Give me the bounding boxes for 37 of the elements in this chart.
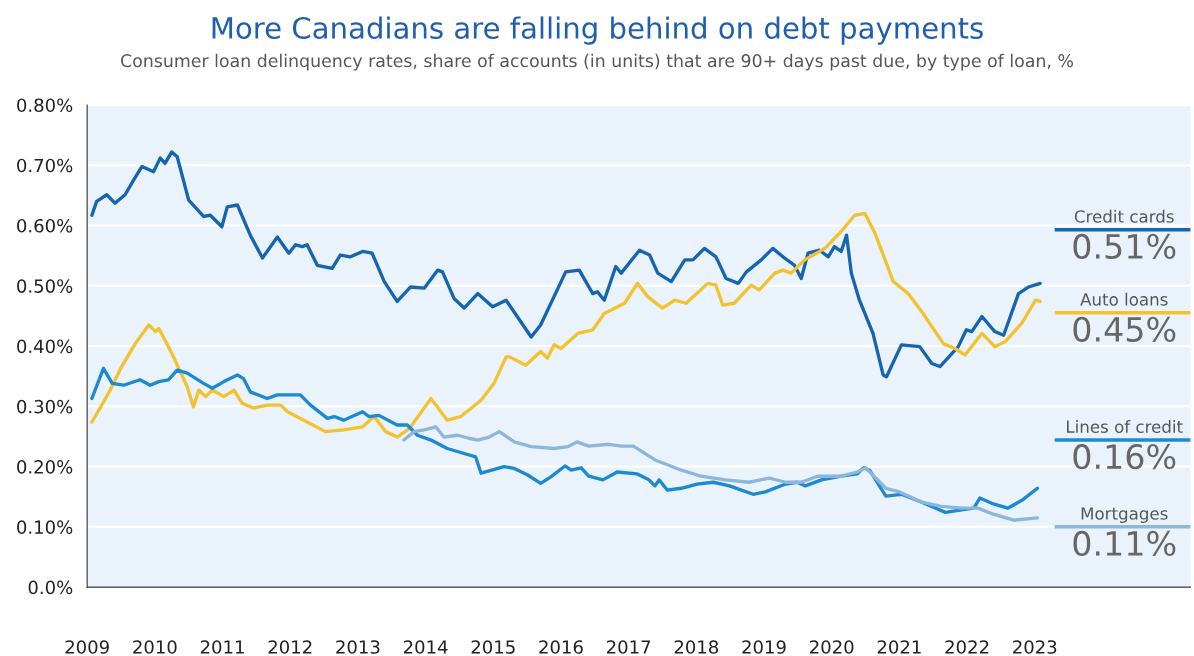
- x-tick-label: 2019: [742, 640, 786, 654]
- line-series: [90, 150, 1042, 379]
- annotation: 0.11%: [1073, 530, 1176, 557]
- line-series: [90, 211, 1042, 439]
- y-tick-label: 0.10%: [17, 520, 73, 534]
- x-tick-label: 2021: [877, 640, 921, 654]
- text: Mortgages: [1081, 507, 1168, 523]
- text: Lines of credit: [1067, 420, 1183, 433]
- line-series: [402, 425, 1040, 522]
- annotation: 0.45%: [1073, 316, 1176, 342]
- y-tick-label: 0.80%: [17, 98, 73, 113]
- x-tick-label: 2014: [403, 640, 448, 654]
- y-tick-label: 0.0%: [28, 580, 73, 595]
- y-tick-label: 0.40%: [17, 339, 73, 354]
- y-tick-label: 0.60%: [17, 218, 73, 233]
- x-tick-label: 2010: [133, 640, 177, 654]
- chart-title: More Canadians are falling behind on debt payments: [212, 16, 983, 45]
- y-tick-label: 0.50%: [17, 279, 73, 293]
- x-tick-label: 2018: [674, 640, 719, 654]
- chart-subtitle: Consumer loan delinquency rates, share of accounts (in units) that are 90+ days past due, by type of loan, %: [121, 53, 1073, 71]
- x-tick-label: 2022: [945, 640, 989, 654]
- x-tick-label: 2020: [810, 640, 854, 654]
- y-tick-label: 0.30%: [17, 399, 73, 414]
- x-tick-label: 2015: [471, 640, 515, 654]
- text: Auto loans: [1080, 292, 1168, 306]
- annotation: 0.51%: [1073, 233, 1176, 260]
- x-tick-label: 2016: [539, 640, 583, 654]
- x-tick-label: 2012: [268, 640, 312, 654]
- x-tick-label: 2009: [65, 640, 109, 654]
- x-tick-label: 2011: [200, 640, 244, 654]
- y-tick-label: 0.70%: [17, 158, 73, 173]
- x-tick-label: 2023: [1013, 640, 1057, 654]
- text: Credit cards: [1074, 209, 1174, 223]
- x-tick-label: 2017: [606, 640, 651, 654]
- y-tick-label: 0.20%: [17, 460, 73, 474]
- annotation: 0.16%: [1073, 444, 1176, 470]
- x-tick-label: 2013: [336, 640, 380, 654]
